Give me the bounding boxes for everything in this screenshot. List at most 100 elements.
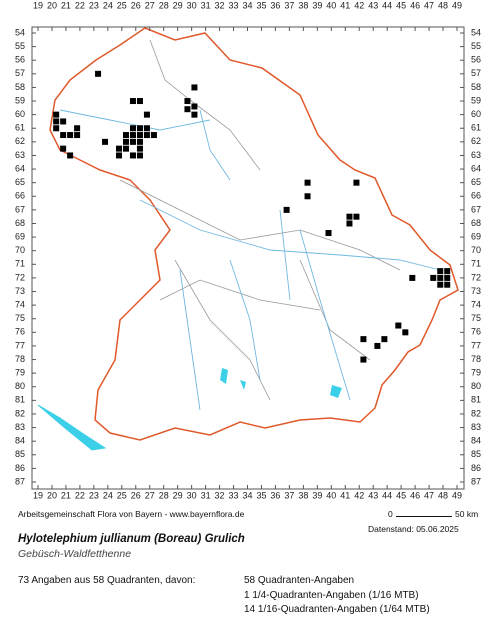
- occurrence-square: [60, 145, 67, 152]
- row-label: 64: [15, 163, 25, 173]
- row-label: 84: [15, 436, 25, 446]
- column-label: 34: [242, 490, 252, 500]
- row-label: 74: [15, 299, 25, 309]
- column-label: 48: [438, 490, 448, 500]
- row-label: 68: [471, 218, 481, 228]
- column-label: 44: [382, 490, 392, 500]
- row-label: 60: [471, 109, 481, 119]
- column-label: 46: [410, 0, 420, 10]
- occurrence-square: [74, 132, 81, 139]
- row-label: 69: [15, 231, 25, 241]
- occurrence-square: [95, 70, 102, 77]
- occurrence-square: [143, 125, 150, 132]
- occurrence-square: [53, 125, 60, 132]
- occurrence-square: [129, 132, 136, 139]
- occurrence-square: [437, 274, 444, 281]
- row-label: 81: [471, 395, 481, 405]
- column-label: 22: [75, 490, 85, 500]
- column-label: 26: [131, 490, 141, 500]
- occurrence-square: [444, 281, 451, 288]
- row-label: 79: [471, 368, 481, 378]
- row-label: 87: [15, 476, 25, 486]
- occurrence-square: [395, 322, 402, 329]
- column-label: 29: [173, 0, 183, 10]
- row-label: 69: [471, 231, 481, 241]
- occurrence-square: [437, 281, 444, 288]
- occurrence-square: [143, 111, 150, 118]
- occurrence-square: [346, 213, 353, 220]
- row-label: 76: [15, 327, 25, 337]
- column-label: 48: [438, 0, 448, 10]
- row-label: 72: [15, 272, 25, 282]
- column-label: 42: [354, 0, 364, 10]
- column-label: 32: [215, 490, 225, 500]
- column-label: 45: [396, 490, 406, 500]
- column-label: 23: [89, 0, 99, 10]
- row-label: 73: [471, 286, 481, 296]
- row-label: 64: [471, 163, 481, 173]
- row-label: 77: [471, 340, 481, 350]
- occurrence-square: [116, 152, 123, 159]
- row-label: 57: [471, 68, 481, 78]
- row-label: 66: [471, 191, 481, 201]
- column-label: 47: [424, 490, 434, 500]
- column-label: 24: [103, 490, 113, 500]
- column-label: 37: [284, 0, 294, 10]
- column-label: 43: [368, 0, 378, 10]
- occurrence-square: [444, 268, 451, 275]
- state-border: [49, 27, 459, 441]
- row-label: 62: [471, 136, 481, 146]
- column-label: 42: [354, 490, 364, 500]
- common-name: Gebüsch-Waldfetthenne: [18, 548, 132, 560]
- occurrence-square: [150, 132, 157, 139]
- column-label: 45: [396, 0, 406, 10]
- row-label: 68: [15, 218, 25, 228]
- scale-bar: [396, 516, 452, 517]
- occurrence-square: [304, 193, 311, 200]
- column-label: 40: [326, 0, 336, 10]
- row-label: 54: [15, 27, 25, 37]
- occurrence-square: [136, 132, 143, 139]
- occurrence-square: [136, 138, 143, 145]
- credit: Arbeitsgemeinschaft Flora von Bayern - w…: [18, 509, 245, 519]
- row-label: 65: [471, 177, 481, 187]
- occurrence-square: [136, 152, 143, 159]
- row-label: 57: [15, 68, 25, 78]
- row-label: 56: [471, 55, 481, 65]
- occurrence-square: [129, 138, 136, 145]
- column-label: 35: [256, 490, 266, 500]
- row-label: 73: [15, 286, 25, 296]
- column-label: 27: [145, 490, 155, 500]
- row-label: 59: [15, 95, 25, 105]
- column-label: 38: [298, 490, 308, 500]
- occurrence-square: [53, 111, 60, 118]
- row-label: 74: [471, 299, 481, 309]
- occurrence-square: [60, 118, 67, 125]
- row-label: 86: [471, 463, 481, 473]
- row-label: 82: [15, 408, 25, 418]
- row-label: 67: [15, 204, 25, 214]
- occurrence-square: [374, 342, 381, 349]
- occurrence-square: [325, 230, 332, 237]
- column-label: 39: [312, 0, 322, 10]
- occurrence-square: [122, 132, 129, 139]
- occurrence-square: [437, 268, 444, 275]
- occurrence-square: [184, 98, 191, 105]
- row-label: 58: [15, 82, 25, 92]
- row-label: 55: [471, 41, 481, 51]
- row-label: 78: [471, 354, 481, 364]
- summary-line: 1 1/4-Quadranten-Angaben (1/16 MTB): [244, 590, 419, 601]
- row-label: 60: [15, 109, 25, 119]
- column-label: 36: [270, 0, 280, 10]
- column-label: 21: [61, 490, 71, 500]
- lake-constance: [37, 404, 107, 451]
- occurrence-square: [184, 106, 191, 113]
- row-label: 75: [471, 313, 481, 323]
- summary-line: 14 1/16-Quadranten-Angaben (1/64 MTB): [244, 604, 430, 615]
- district-borders: [119, 39, 401, 401]
- data-date: Datenstand: 05.06.2025: [368, 524, 459, 534]
- occurrence-square: [102, 138, 109, 145]
- column-label: 21: [61, 0, 71, 10]
- column-label: 20: [47, 0, 57, 10]
